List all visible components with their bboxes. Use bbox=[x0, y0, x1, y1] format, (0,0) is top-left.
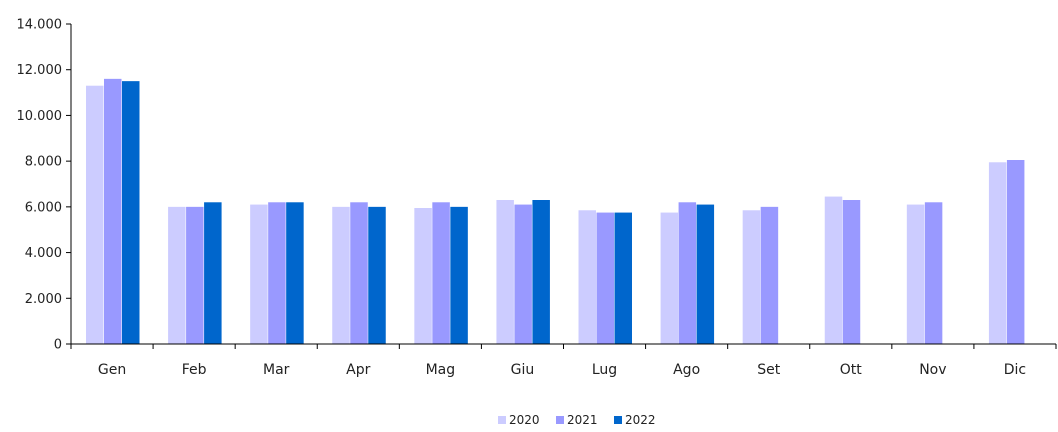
bar-2021-set bbox=[761, 207, 779, 344]
bar-2020-feb bbox=[168, 207, 186, 344]
legend-swatch-2020 bbox=[498, 416, 506, 424]
x-tick-label: Mag bbox=[426, 362, 456, 378]
y-tick-label: 10.000 bbox=[17, 109, 63, 124]
x-tick-label: Ago bbox=[673, 362, 700, 378]
bar-2021-mag bbox=[432, 202, 450, 344]
x-tick-label: Dic bbox=[1004, 362, 1026, 378]
legend-swatch-2022 bbox=[614, 416, 622, 424]
bar-2021-giu bbox=[514, 205, 532, 344]
bar-2021-mar bbox=[268, 202, 286, 344]
bar-2020-apr bbox=[332, 207, 350, 344]
bar-2020-mar bbox=[250, 205, 268, 344]
bar-2021-ott bbox=[843, 200, 861, 344]
y-tick-label: 8.000 bbox=[25, 155, 62, 170]
x-tick-label: Ott bbox=[840, 362, 863, 378]
x-tick-label: Mar bbox=[263, 362, 290, 378]
legend-label-2020: 2020 bbox=[509, 413, 540, 427]
x-tick-label: Set bbox=[757, 362, 781, 378]
y-tick-label: 2.000 bbox=[25, 292, 62, 307]
legend-label-2022: 2022 bbox=[625, 413, 656, 427]
bar-2022-ago bbox=[697, 205, 715, 344]
x-tick-label: Giu bbox=[511, 362, 535, 378]
x-tick-label: Feb bbox=[182, 362, 207, 378]
bar-2022-lug bbox=[615, 213, 633, 344]
y-tick-label: 4.000 bbox=[25, 246, 62, 261]
legend-swatch-2021 bbox=[556, 416, 564, 424]
x-tick-label: Nov bbox=[919, 362, 946, 378]
bar-2021-nov bbox=[925, 202, 943, 344]
bar-2021-lug bbox=[597, 213, 615, 344]
legend-label-2021: 2021 bbox=[567, 413, 598, 427]
bar-2020-lug bbox=[579, 210, 597, 344]
legend: 2020 2021 2022 bbox=[498, 413, 656, 427]
x-tick-label: Gen bbox=[98, 362, 126, 378]
bar-2021-ago bbox=[679, 202, 697, 344]
bar-2020-gen bbox=[86, 86, 104, 344]
x-tick-label: Lug bbox=[592, 362, 617, 378]
x-tick-label: Apr bbox=[346, 362, 370, 378]
y-tick-label: 14.000 bbox=[17, 18, 63, 33]
bar-2021-feb bbox=[186, 207, 204, 344]
bar-2021-apr bbox=[350, 202, 368, 344]
y-tick-label: 12.000 bbox=[17, 63, 63, 78]
bar-2020-ago bbox=[661, 213, 679, 344]
bars-layer bbox=[86, 79, 1024, 344]
bar-2020-nov bbox=[907, 205, 925, 344]
bar-2020-dic bbox=[989, 162, 1007, 344]
bar-2022-gen bbox=[122, 81, 140, 344]
bar-2022-feb bbox=[204, 202, 222, 344]
bar-2020-ott bbox=[825, 197, 843, 344]
bar-2020-giu bbox=[496, 200, 513, 344]
y-tick-label: 6.000 bbox=[25, 200, 62, 215]
bar-2021-gen bbox=[104, 79, 122, 344]
bar-2020-set bbox=[743, 210, 761, 344]
bar-2022-apr bbox=[368, 207, 386, 344]
bar-2022-mag bbox=[450, 207, 468, 344]
bar-2022-giu bbox=[532, 200, 550, 344]
bar-2021-dic bbox=[1007, 160, 1025, 344]
bar-2022-mar bbox=[286, 202, 304, 344]
bar-2020-mag bbox=[414, 208, 432, 344]
y-tick-label: 0 bbox=[54, 338, 62, 353]
